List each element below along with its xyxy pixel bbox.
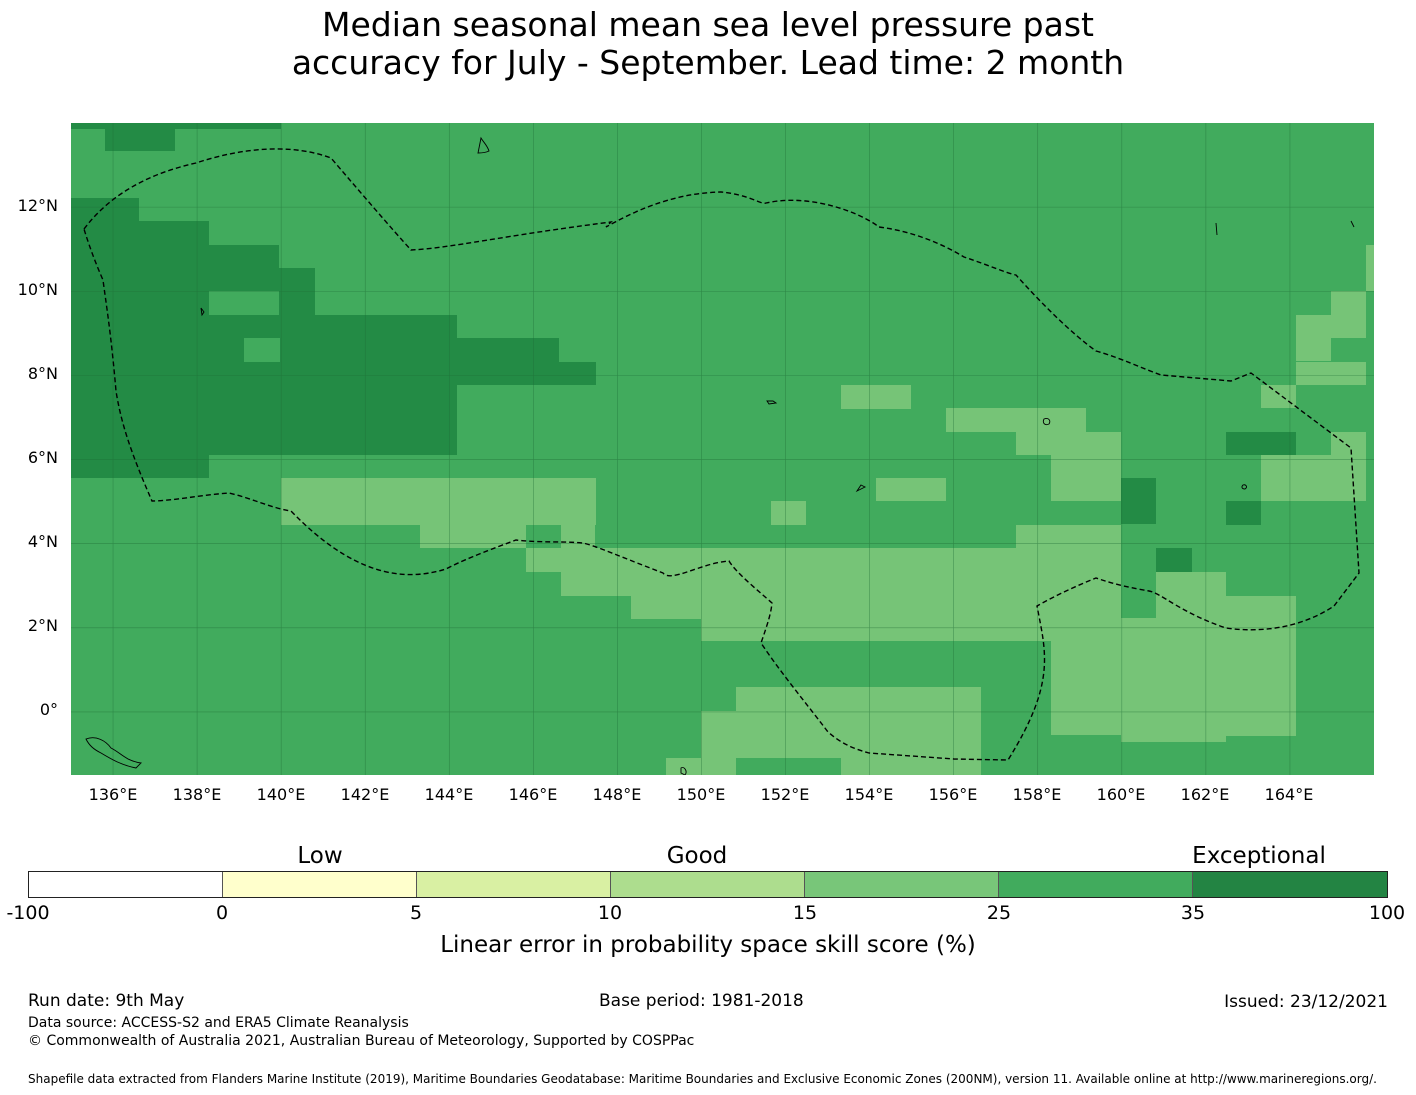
colorbar-tick: 100 [1368, 902, 1406, 924]
lon-label: 148°E [592, 785, 642, 804]
lon-label: 138°E [172, 785, 222, 804]
island-new-guinea [85, 737, 142, 769]
good-light-cells [281, 245, 1374, 775]
lon-label: 154°E [844, 785, 894, 804]
lat-label: 10°N [17, 280, 58, 299]
island-small-4 [1350, 220, 1355, 228]
category-exceptional: Exceptional [1192, 843, 1326, 869]
colorbar-tick: 0 [215, 902, 229, 924]
map-cells [71, 123, 1374, 775]
shapefile-credit: Shapefile data extracted from Flanders M… [28, 1072, 1377, 1086]
eez-boundary [83, 148, 1360, 761]
colorbar-segment [805, 872, 999, 897]
colorbar-tick: 15 [792, 902, 818, 924]
skill-map-svg [71, 123, 1374, 775]
colorbar [28, 871, 1388, 898]
island-chuuk [766, 400, 778, 405]
issued-date: Issued: 23/12/2021 [1224, 992, 1388, 1012]
title-line-2: accuracy for July - September. Lead time… [291, 43, 1125, 82]
lon-label: 150°E [676, 785, 726, 804]
good-cells-in-exceptional [71, 291, 420, 775]
colorbar-tick: 5 [409, 902, 423, 924]
run-date: Run date: 9th May [28, 991, 185, 1011]
colorbar-segment [223, 872, 417, 897]
lon-label: 146°E [508, 785, 558, 804]
exceptional-cells [71, 123, 1296, 572]
lat-label: 0° [39, 700, 58, 719]
colorbar-tick: 10 [597, 902, 623, 924]
data-source: Data source: ACCESS-S2 and ERA5 Climate … [28, 1015, 409, 1031]
base-period: Base period: 1981-2018 [599, 991, 804, 1011]
category-low: Low [297, 843, 343, 869]
islands [85, 136, 1355, 775]
lat-label: 2°N [27, 616, 58, 635]
lon-label: 152°E [760, 785, 810, 804]
lon-label: 144°E [424, 785, 474, 804]
colorbar-tick: 25 [986, 902, 1012, 924]
copyright: © Commonwealth of Australia 2021, Austra… [28, 1033, 695, 1049]
lat-label: 12°N [17, 196, 58, 215]
lon-label: 136°E [88, 785, 138, 804]
island-guam [477, 136, 490, 154]
good-medium-patches [526, 478, 1374, 775]
skill-map [71, 123, 1374, 775]
island-kosrae [1241, 484, 1247, 490]
colorbar-segment [611, 872, 805, 897]
category-good: Good [666, 843, 728, 869]
colorbar-tick: -100 [6, 902, 50, 924]
colorbar-tick: 35 [1180, 902, 1206, 924]
lon-label: 160°E [1096, 785, 1146, 804]
lon-label: 156°E [928, 785, 978, 804]
colorbar-segment [999, 872, 1193, 897]
colorbar-segment [29, 872, 223, 897]
title-line-1: Median seasonal mean sea level pressure … [322, 5, 1094, 44]
lon-label: 162°E [1180, 785, 1230, 804]
chart-title: Median seasonal mean sea level pressure … [0, 6, 1416, 82]
colorbar-segment [1193, 872, 1387, 897]
lat-label: 4°N [27, 532, 58, 551]
colorbar-segment [417, 872, 611, 897]
colorbar-label: Linear error in probability space skill … [440, 932, 976, 958]
island-palau [200, 307, 205, 317]
island-pohnpei [1042, 418, 1051, 426]
graticule [71, 123, 1374, 775]
island-small-3 [1215, 222, 1218, 236]
lon-label: 140°E [256, 785, 306, 804]
lon-label: 158°E [1012, 785, 1062, 804]
lon-label: 164°E [1264, 785, 1314, 804]
lon-label: 142°E [340, 785, 390, 804]
lat-label: 8°N [27, 364, 58, 383]
lat-label: 6°N [27, 448, 58, 467]
island-small-2 [855, 484, 867, 493]
island-small-1 [680, 767, 687, 775]
